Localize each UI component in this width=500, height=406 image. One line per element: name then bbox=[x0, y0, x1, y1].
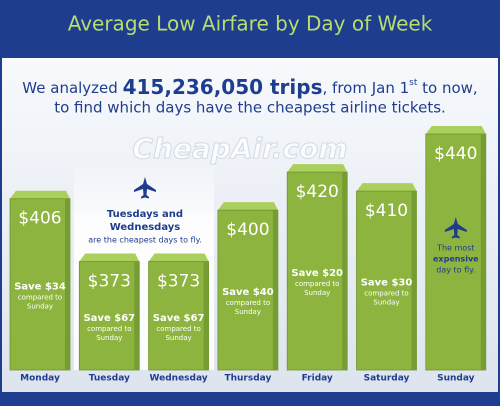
bar bbox=[286, 171, 348, 371]
subtitle-part: to now, bbox=[422, 79, 478, 97]
savings-prefix: Save bbox=[291, 268, 318, 279]
bar bbox=[78, 261, 140, 371]
value-label: $373 bbox=[157, 272, 200, 292]
bar bbox=[217, 209, 279, 371]
subtitle: to find which days have the cheapest air… bbox=[54, 99, 446, 117]
x-tick-label: Saturday bbox=[364, 374, 410, 384]
x-tick-label: Sunday bbox=[437, 374, 475, 384]
bar-top bbox=[217, 202, 278, 211]
subtitle-part: st bbox=[409, 78, 418, 88]
subtitle: We analyzed 415,236,050 trips, from Jan … bbox=[22, 73, 477, 99]
watermark: CheapAir.com bbox=[132, 132, 347, 165]
savings-note: Sunday bbox=[96, 334, 122, 342]
savings-note: Sunday bbox=[304, 289, 330, 297]
bar-side bbox=[203, 261, 209, 370]
savings-value: $30 bbox=[391, 278, 412, 289]
savings-label: Save $40 bbox=[222, 287, 274, 298]
bar-side bbox=[411, 191, 417, 370]
savings-note: Sunday bbox=[27, 302, 53, 310]
savings-note: Sunday bbox=[235, 308, 261, 316]
subtitle-part: , from Jan 1 bbox=[323, 79, 410, 97]
savings-value: $20 bbox=[322, 268, 343, 279]
savings-value: $67 bbox=[184, 313, 205, 324]
savings-prefix: Save bbox=[14, 281, 41, 292]
bar-top bbox=[79, 253, 140, 262]
savings-note: compared to bbox=[364, 290, 408, 298]
savings-value: $40 bbox=[253, 287, 274, 298]
savings-prefix: Save bbox=[153, 313, 180, 324]
value-label: $400 bbox=[226, 220, 269, 240]
savings-prefix: Save bbox=[83, 313, 110, 324]
x-tick-label: Thursday bbox=[224, 374, 271, 384]
savings-label: Save $67 bbox=[153, 313, 205, 324]
x-tick-label: Wednesday bbox=[150, 374, 208, 384]
subtitle-part: We analyzed bbox=[22, 79, 118, 97]
savings-value: $34 bbox=[45, 281, 66, 292]
bar bbox=[356, 190, 417, 371]
bar bbox=[148, 261, 210, 371]
savings-note: compared to bbox=[156, 325, 200, 333]
savings-value: $67 bbox=[114, 313, 135, 324]
bar bbox=[9, 198, 71, 371]
expensive-note: The most bbox=[436, 244, 474, 253]
savings-label: Save $30 bbox=[361, 278, 413, 289]
bar-top bbox=[148, 253, 209, 262]
savings-note: compared to bbox=[18, 293, 62, 301]
savings-note: Sunday bbox=[373, 299, 399, 307]
bar-side bbox=[480, 134, 486, 370]
savings-prefix: Save bbox=[222, 287, 249, 298]
cheapest-note: are the cheapest days to fly. bbox=[88, 236, 201, 245]
subtitle-part: 415,236,050 trips bbox=[123, 75, 323, 99]
bar-side bbox=[65, 198, 70, 370]
savings-prefix: Save bbox=[361, 278, 388, 289]
savings-label: Save $20 bbox=[291, 268, 343, 279]
savings-note: compared to bbox=[295, 280, 339, 288]
chart-title: Average Low Airfare by Day of Week bbox=[68, 12, 433, 36]
value-label: $410 bbox=[365, 201, 408, 221]
bar-top bbox=[356, 183, 417, 192]
cheapest-note: Tuesdays and bbox=[107, 209, 183, 220]
bar-side bbox=[134, 261, 140, 370]
savings-note: compared to bbox=[226, 299, 270, 307]
expensive-note: expensive bbox=[433, 255, 479, 264]
value-label: $440 bbox=[434, 144, 477, 164]
savings-label: Save $67 bbox=[83, 313, 135, 324]
cheapest-note: Wednesdays bbox=[110, 222, 181, 233]
x-tick-label: Monday bbox=[20, 374, 60, 384]
value-label: $406 bbox=[18, 209, 61, 229]
bar-top bbox=[287, 164, 348, 173]
bar-side bbox=[342, 172, 348, 370]
bar-side bbox=[272, 210, 278, 370]
savings-label: Save $34 bbox=[14, 281, 66, 292]
expensive-note: day to fly. bbox=[436, 266, 475, 275]
bar-top bbox=[425, 126, 486, 135]
savings-note: Sunday bbox=[165, 334, 191, 342]
x-tick-label: Friday bbox=[302, 374, 333, 384]
bar bbox=[425, 133, 487, 371]
value-label: $373 bbox=[88, 272, 131, 292]
bar-top bbox=[10, 190, 70, 199]
x-tick-label: Tuesday bbox=[89, 374, 130, 384]
savings-note: compared to bbox=[87, 325, 131, 333]
value-label: $420 bbox=[296, 182, 339, 202]
